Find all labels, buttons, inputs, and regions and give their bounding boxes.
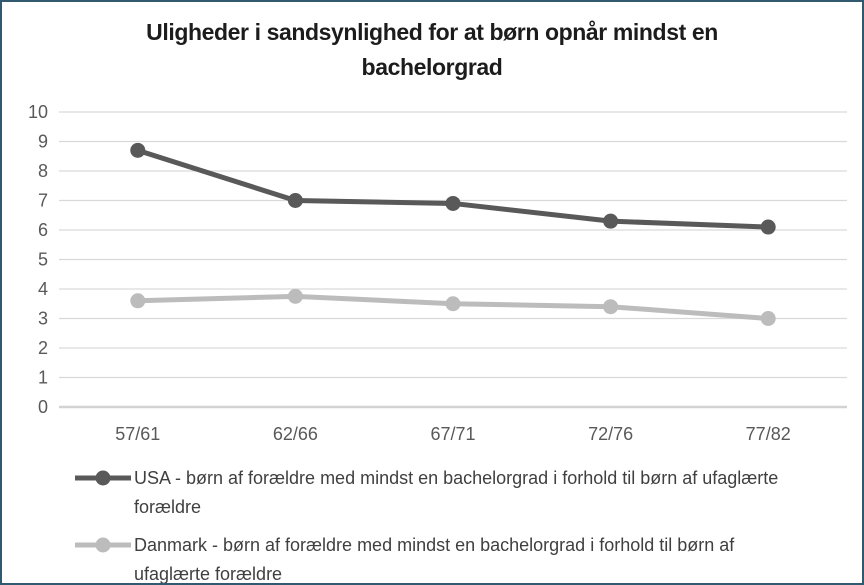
chart-title: Uligheder i sandsynlighed for at børn op… [146, 19, 718, 80]
legend: USA - børn af forældre med mindst en bac… [72, 464, 784, 584]
y-tick-label: 3 [38, 309, 48, 329]
legend-item-danmark: Danmark - børn af forældre med mindst en… [72, 531, 784, 584]
usa-series-line [135, 147, 771, 230]
usa-data-point [603, 213, 619, 229]
y-tick-label: 1 [38, 368, 48, 388]
danmark-series-marker-icon [75, 537, 131, 553]
usa-data-point [130, 142, 146, 158]
plot-area: 0 1 2 3 4 5 6 7 8 9 10 57/61 62/66 67/71 72/76 77/82 [28, 102, 847, 444]
y-tick-label: 8 [38, 161, 48, 181]
x-tick-label: 77/82 [746, 424, 791, 444]
danmark-data-point [287, 288, 303, 304]
danmark-data-point [760, 311, 776, 326]
y-tick-label: 5 [38, 250, 48, 270]
y-tick-label: 2 [38, 338, 48, 358]
legend-item-usa: USA - børn af forældre med mindst en bac… [72, 464, 784, 522]
danmark-data-point [130, 293, 146, 309]
legend-label-usa: USA - børn af forældre med mindst en bac… [134, 468, 779, 517]
legend-label-danmark: Danmark - børn af forældre med mindst en… [134, 535, 735, 584]
usa-data-point [760, 219, 776, 235]
x-tick-label: 67/71 [430, 424, 475, 444]
usa-data-point [287, 193, 303, 208]
x-tick-label: 62/66 [273, 424, 318, 444]
y-tick-label: 7 [38, 191, 48, 211]
usa-series-marker-icon [75, 470, 131, 486]
y-tick-label: 0 [38, 397, 48, 417]
y-tick-label: 4 [38, 279, 48, 299]
y-tick-label: 10 [28, 102, 48, 122]
x-tick-label: 57/61 [115, 424, 160, 444]
danmark-data-point [603, 299, 619, 315]
danmark-data-point [445, 296, 461, 312]
y-tick-label: 6 [38, 220, 48, 240]
usa-data-point [445, 195, 461, 211]
y-tick-label: 9 [38, 132, 48, 152]
x-tick-label: 72/76 [588, 424, 633, 444]
